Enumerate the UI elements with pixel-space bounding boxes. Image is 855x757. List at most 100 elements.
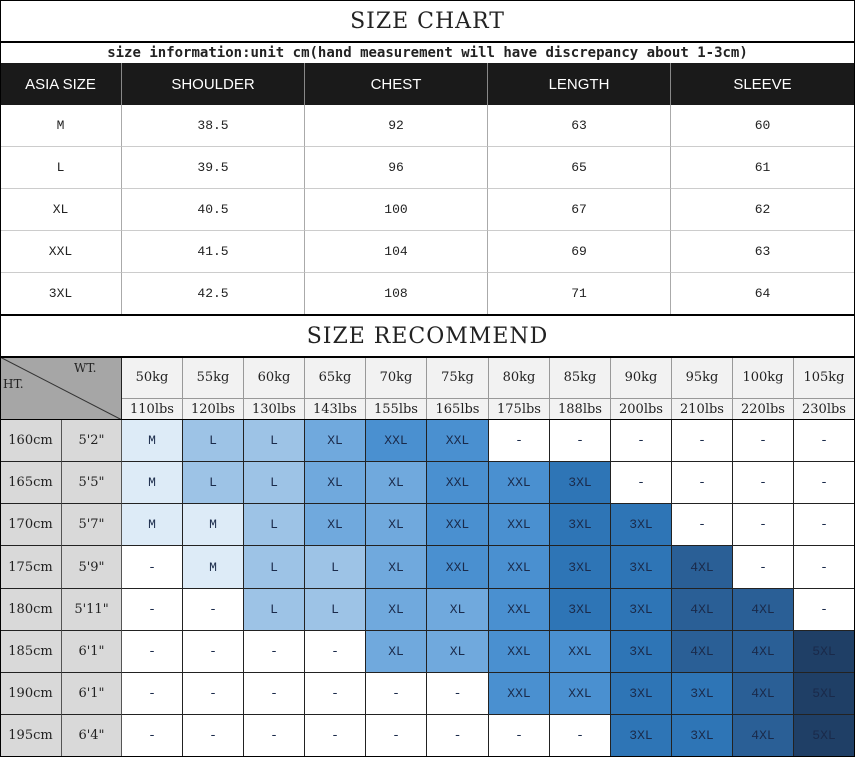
weight-kg-header: 75kg [427,357,489,399]
size-cell: 4XL [733,715,794,757]
size-cell: - [244,673,305,715]
table-cell: 67 [488,189,671,231]
height-ft: 6'1" [62,673,122,715]
weight-kg-header: 70kg [366,357,427,399]
table-cell: 42.5 [122,273,305,315]
table-cell: L [0,147,122,189]
size-cell: XL [366,546,427,589]
weight-lbs-header: 120lbs [183,399,244,420]
size-cell: XL [366,504,427,546]
size-cell: - [183,715,244,757]
height-cm: 170cm [0,504,62,546]
size-cell: - [611,420,672,462]
weight-corner-label: WT. [74,361,97,375]
height-cm: 180cm [0,589,62,631]
size-cell: XXL [427,546,489,589]
size-cell: - [122,715,183,757]
height-ft: 5'11" [62,589,122,631]
size-cell: 5XL [794,673,855,715]
height-ft: 6'1" [62,631,122,673]
size-cell: - [611,462,672,504]
size-cell: XXL [427,504,489,546]
weight-lbs-header: 220lbs [733,399,794,420]
size-cell: XL [305,504,366,546]
size-cell: - [794,589,855,631]
table-cell: 60 [671,105,855,147]
size-cell: XL [366,462,427,504]
size-cell: - [122,589,183,631]
weight-kg-header: 90kg [611,357,672,399]
size-cell: - [427,715,489,757]
weight-lbs-header: 165lbs [427,399,489,420]
weight-kg-header: 50kg [122,357,183,399]
size-cell: 3XL [672,715,733,757]
size-cell: XXL [489,589,550,631]
column-header: SHOULDER [122,63,305,105]
size-cell: L [305,589,366,631]
size-cell: M [183,504,244,546]
table-cell: 108 [305,273,488,315]
size-cell: - [550,420,611,462]
height-cm: 190cm [0,673,62,715]
size-cell: - [794,462,855,504]
height-ft: 5'2" [62,420,122,462]
size-cell: - [733,420,794,462]
size-cell: 3XL [611,546,672,589]
height-ft: 6'4" [62,715,122,757]
weight-kg-header: 95kg [672,357,733,399]
size-cell: - [122,673,183,715]
weight-kg-header: 60kg [244,357,305,399]
diagonal-line [0,357,122,420]
size-cell: 3XL [611,504,672,546]
size-cell: - [794,420,855,462]
size-cell: - [366,715,427,757]
weight-lbs-header: 230lbs [794,399,855,420]
weight-kg-header: 105kg [794,357,855,399]
table-cell: 96 [305,147,488,189]
table-cell: 61 [671,147,855,189]
size-cell: - [122,546,183,589]
size-cell: - [489,420,550,462]
size-cell: M [122,462,183,504]
size-cell: - [305,631,366,673]
weight-lbs-header: 175lbs [489,399,550,420]
column-header: LENGTH [488,63,671,105]
size-cell: L [244,420,305,462]
size-cell: M [183,546,244,589]
table-cell: 63 [671,231,855,273]
size-cell: 3XL [550,546,611,589]
column-header: ASIA SIZE [0,63,122,105]
size-cell: XXL [427,462,489,504]
size-cell: 3XL [550,589,611,631]
size-cell: - [183,673,244,715]
height-cm: 175cm [0,546,62,589]
size-cell: 3XL [672,673,733,715]
size-cell: - [305,715,366,757]
table-cell: 63 [488,105,671,147]
table-cell: 100 [305,189,488,231]
table-cell: XL [0,189,122,231]
table-cell: 38.5 [122,105,305,147]
size-cell: XL [305,420,366,462]
weight-kg-header: 65kg [305,357,366,399]
table-cell: 104 [305,231,488,273]
table-cell: 41.5 [122,231,305,273]
size-cell: - [305,673,366,715]
size-cell: - [366,673,427,715]
size-cell: - [550,715,611,757]
size-cell: - [733,504,794,546]
size-cell: L [244,589,305,631]
size-cell: - [672,462,733,504]
divider [0,314,855,316]
size-cell: 4XL [672,589,733,631]
height-ft: 5'7" [62,504,122,546]
size-cell: - [244,631,305,673]
size-cell: XXL [489,673,550,715]
weight-lbs-header: 110lbs [122,399,183,420]
chart-subtitle: size information:unit cm(hand measuremen… [107,44,748,61]
weight-lbs-header: 143lbs [305,399,366,420]
size-cell: 3XL [611,715,672,757]
size-cell: 3XL [611,673,672,715]
size-cell: XXL [427,420,489,462]
weight-lbs-header: 130lbs [244,399,305,420]
